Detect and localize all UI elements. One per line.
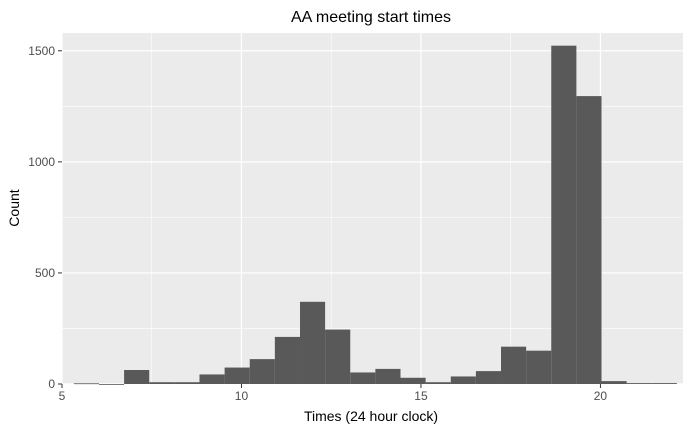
- histogram-bar: [651, 383, 677, 384]
- x-tick-label: 20: [594, 389, 608, 403]
- histogram-bar: [73, 383, 99, 385]
- histogram-bar: [551, 45, 577, 384]
- histogram-bar: [325, 329, 351, 384]
- y-tick-label: 500: [35, 266, 55, 280]
- y-axis: 0 500 1000 1500: [28, 44, 62, 391]
- histogram-bar: [576, 96, 602, 385]
- histogram-bar: [501, 346, 527, 384]
- histogram-bar: [149, 382, 175, 384]
- histogram-bar: [124, 370, 150, 384]
- y-tick-label: 0: [48, 377, 55, 391]
- histogram-bar: [249, 359, 275, 384]
- y-tick-label: 1000: [28, 155, 55, 169]
- histogram-bar: [526, 350, 552, 384]
- histogram-bar: [425, 382, 451, 384]
- y-tick-label: 1500: [28, 44, 55, 58]
- histogram-bar: [224, 367, 250, 384]
- histogram-bar: [174, 382, 200, 384]
- x-tick-label: 5: [59, 389, 66, 403]
- x-tick-label: 15: [414, 389, 428, 403]
- histogram-bar: [350, 372, 376, 384]
- y-axis-title: Count: [6, 189, 22, 226]
- histogram-bar: [400, 377, 426, 384]
- histogram-bars: [73, 45, 677, 385]
- x-axis: 5 10 15 20: [59, 384, 608, 403]
- x-tick-label: 10: [235, 389, 249, 403]
- histogram-bar: [450, 376, 476, 384]
- histogram-bar: [98, 384, 125, 385]
- histogram-bar: [299, 301, 326, 384]
- x-axis-title: Times (24 hour clock): [304, 408, 438, 424]
- histogram-bar: [475, 371, 502, 384]
- histogram-bar: [375, 368, 401, 384]
- histogram-bar: [626, 383, 652, 384]
- histogram-bar: [274, 336, 300, 384]
- histogram-bar: [199, 374, 225, 384]
- histogram-bar: [601, 381, 627, 384]
- chart-title: AA meeting start times: [291, 9, 451, 26]
